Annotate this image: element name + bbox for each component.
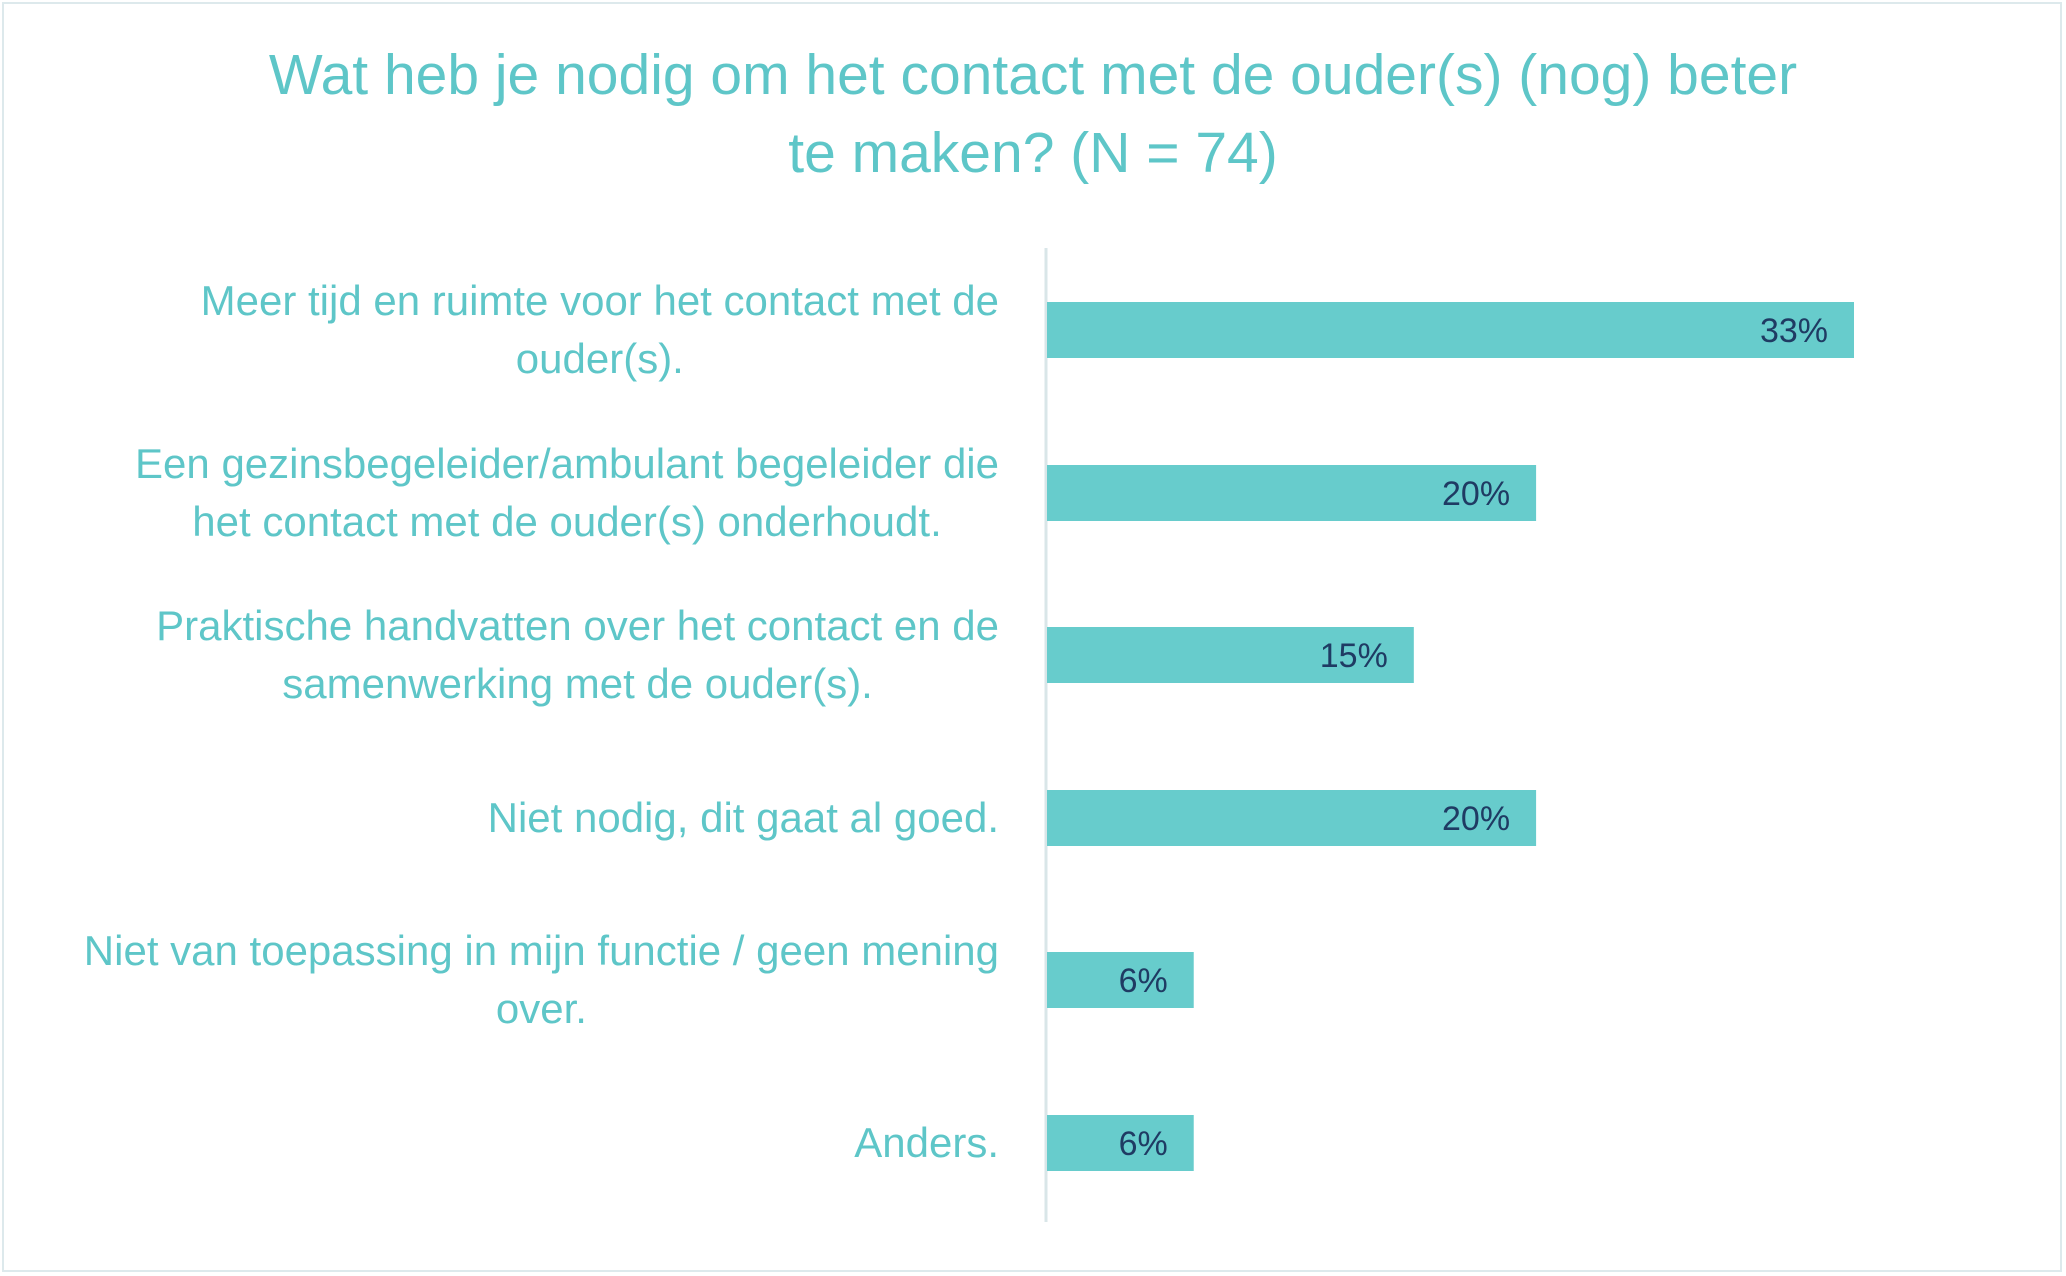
chart-title-line-1: Wat heb je nodig om het contact met de o… [268,43,1798,107]
category-label-1-line-1: Meer tijd en ruimte voor het contact met… [201,277,999,324]
data-label-6: 6% [1119,1125,1168,1163]
bar-4 [1047,790,1537,846]
data-label-3: 15% [1320,637,1388,675]
category-label-5-line-2: over. [496,985,587,1032]
category-label-4: Niet nodig, dit gaat al goed. [488,794,999,841]
data-label-4: 20% [1442,800,1510,838]
bar-5 [1047,952,1194,1008]
data-label-2: 20% [1442,475,1510,513]
category-label-4-line-1: Niet nodig, dit gaat al goed. [488,794,999,841]
chart-title: Wat heb je nodig om het contact met de o… [180,36,1886,192]
category-label-3-line-2: samenwerking met de ouder(s). [282,660,873,707]
category-label-1: Meer tijd en ruimte voor het contact met… [201,277,999,382]
bar-6 [1047,1115,1194,1171]
category-label-1-line-2: ouder(s). [516,335,684,382]
category-label-2: Een gezinsbegeleider/ambulant begeleider… [135,440,999,545]
category-label-3-line-1: Praktische handvatten over het contact e… [156,602,999,649]
category-label-6-line-1: Anders. [854,1119,999,1166]
category-label-5-line-1: Niet van toepassing in mijn functie / ge… [84,927,999,974]
bar-3 [1047,627,1414,683]
bar-2 [1047,465,1537,521]
category-label-5: Niet van toepassing in mijn functie / ge… [84,927,999,1032]
category-label-3: Praktische handvatten over het contact e… [156,602,999,707]
chart-title-line-2: te maken? (N = 74) [788,121,1278,185]
bar-1 [1047,302,1854,358]
data-label-1: 33% [1760,312,1828,350]
category-label-2-line-1: Een gezinsbegeleider/ambulant begeleider… [135,440,999,487]
data-label-5: 6% [1119,962,1168,1000]
category-label-2-line-2: het contact met de ouder(s) onderhoudt. [192,498,941,545]
category-label-6: Anders. [854,1119,999,1166]
